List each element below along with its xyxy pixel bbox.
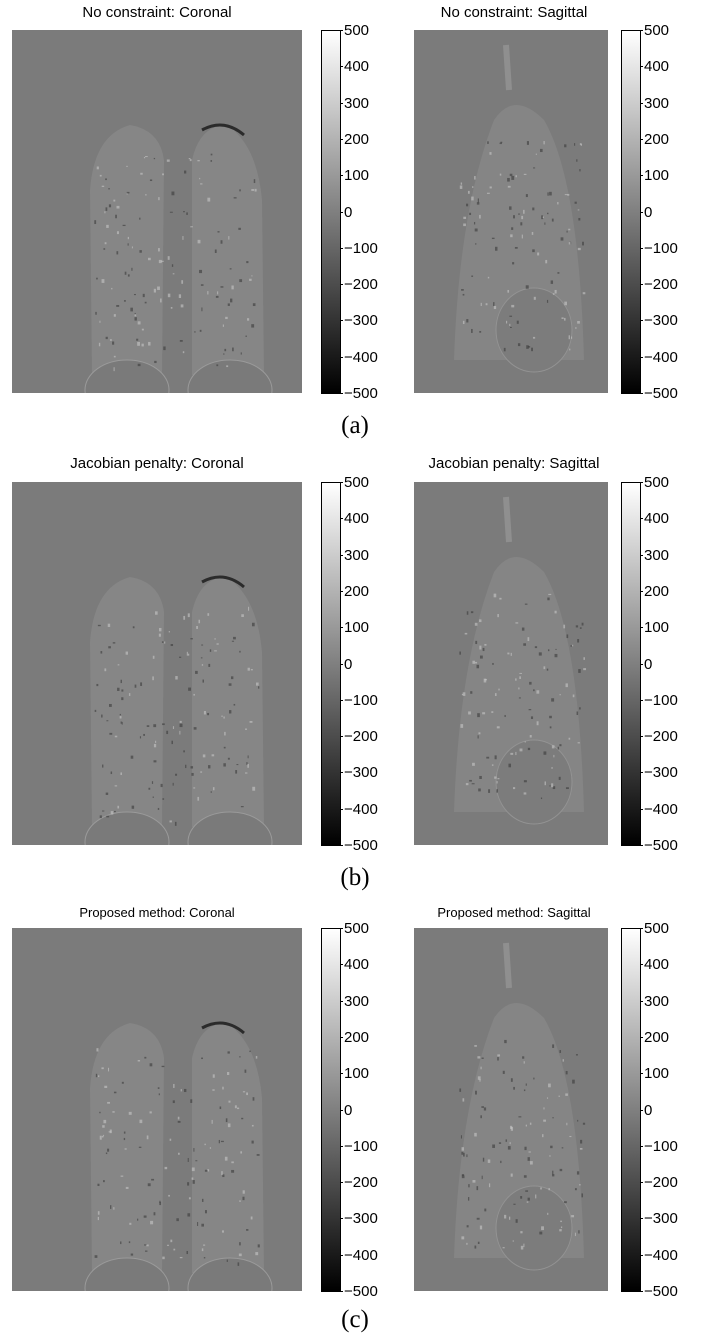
colorbar-tick-label: 400	[639, 956, 670, 974]
subfigure-caption: (b)	[340, 864, 370, 891]
colorbar-tick-label: 200	[339, 130, 370, 148]
colorbar-tick-label: 500	[639, 474, 670, 491]
colorbar	[321, 30, 341, 394]
colorbar-tick-label: −200	[340, 728, 378, 746]
sagittal-title: Jacobian penalty: Sagittal	[428, 455, 600, 472]
colorbar	[621, 482, 641, 846]
colorbar-tick-label: −400	[340, 1246, 378, 1264]
colorbar-tick-label: −500	[640, 837, 678, 854]
colorbar-tick-label: 0	[639, 655, 653, 673]
sagittal-difference-image	[414, 482, 608, 845]
sagittal-title: No constraint: Sagittal	[440, 4, 588, 21]
colorbar-tick-label: −100	[640, 691, 678, 709]
colorbar-tick-label: −300	[640, 764, 678, 782]
colorbar-tick-label: 300	[339, 546, 370, 564]
colorbar-tick-label: −400	[640, 1246, 678, 1264]
subfigure-caption: (a)	[341, 412, 369, 439]
colorbar-tick-label: 200	[639, 1028, 670, 1046]
colorbar-tick-label: 500	[339, 22, 370, 39]
colorbar-tick-label: −500	[640, 385, 678, 402]
colorbar-tick-label: −100	[340, 239, 378, 257]
colorbar-tick-label: 0	[339, 655, 353, 673]
colorbar-tick-label: 0	[339, 203, 353, 221]
colorbar	[321, 928, 341, 1292]
colorbar-tick-label: −400	[340, 348, 378, 366]
colorbar-tick-label: −500	[340, 385, 378, 402]
coronal-title: Proposed method: Coronal	[79, 905, 235, 920]
colorbar-tick-label: 200	[639, 130, 670, 148]
colorbar-tick-label: −500	[640, 1283, 678, 1300]
colorbar-tick-label: 400	[639, 510, 670, 528]
colorbar-tick-label: −100	[640, 239, 678, 257]
colorbar-tick-label: 0	[639, 203, 653, 221]
sagittal-difference-image	[414, 30, 608, 393]
colorbar-tick-label: 100	[639, 167, 670, 185]
colorbar	[621, 30, 641, 394]
subfigure-caption: (c)	[341, 1306, 369, 1333]
colorbar-tick-label: −200	[640, 728, 678, 746]
coronal-difference-image	[12, 30, 302, 393]
colorbar-tick-label: 500	[639, 920, 670, 937]
colorbar-tick-label: −200	[340, 276, 378, 294]
colorbar-tick-label: −500	[340, 1283, 378, 1300]
colorbar	[621, 928, 641, 1292]
colorbar-tick-label: 300	[339, 94, 370, 112]
colorbar-tick-label: 500	[339, 474, 370, 491]
colorbar-tick-label: 100	[639, 619, 670, 637]
colorbar-tick-label: −300	[340, 764, 378, 782]
colorbar-tick-label: −300	[340, 1210, 378, 1228]
sagittal-title: Proposed method: Sagittal	[437, 905, 591, 920]
coronal-difference-image	[12, 928, 302, 1291]
colorbar-tick-label: −300	[640, 312, 678, 330]
colorbar-tick-label: 200	[339, 1028, 370, 1046]
colorbar-tick-label: 100	[339, 619, 370, 637]
colorbar-tick-label: 300	[339, 992, 370, 1010]
colorbar-tick-label: −400	[640, 800, 678, 818]
colorbar-tick-label: 400	[339, 956, 370, 974]
colorbar-tick-label: −100	[340, 691, 378, 709]
colorbar-tick-label: 100	[339, 1065, 370, 1083]
colorbar-tick-label: 500	[339, 920, 370, 937]
coronal-title: No constraint: Coronal	[82, 4, 232, 21]
colorbar-tick-label: 100	[639, 1065, 670, 1083]
colorbar-tick-label: 0	[339, 1101, 353, 1119]
colorbar-tick-label: 200	[639, 582, 670, 600]
colorbar-tick-label: 400	[339, 510, 370, 528]
colorbar-tick-label: −100	[640, 1137, 678, 1155]
colorbar-tick-label: −300	[640, 1210, 678, 1228]
colorbar-tick-label: 0	[639, 1101, 653, 1119]
colorbar-tick-label: 300	[639, 992, 670, 1010]
colorbar-tick-label: 400	[339, 58, 370, 76]
colorbar-tick-label: −200	[640, 276, 678, 294]
colorbar-tick-label: −500	[340, 837, 378, 854]
colorbar-tick-label: 200	[339, 582, 370, 600]
colorbar-tick-label: −400	[340, 800, 378, 818]
colorbar-tick-label: −100	[340, 1137, 378, 1155]
colorbar-tick-label: −200	[340, 1174, 378, 1192]
colorbar-tick-label: 500	[639, 22, 670, 39]
sagittal-difference-image	[414, 928, 608, 1291]
colorbar-tick-label: −200	[640, 1174, 678, 1192]
colorbar-tick-label: −300	[340, 312, 378, 330]
colorbar-tick-label: 100	[339, 167, 370, 185]
colorbar	[321, 482, 341, 846]
coronal-difference-image	[12, 482, 302, 845]
colorbar-tick-label: −400	[640, 348, 678, 366]
colorbar-tick-label: 300	[639, 94, 670, 112]
colorbar-tick-label: 400	[639, 58, 670, 76]
coronal-title: Jacobian penalty: Coronal	[70, 455, 244, 472]
colorbar-tick-label: 300	[639, 546, 670, 564]
